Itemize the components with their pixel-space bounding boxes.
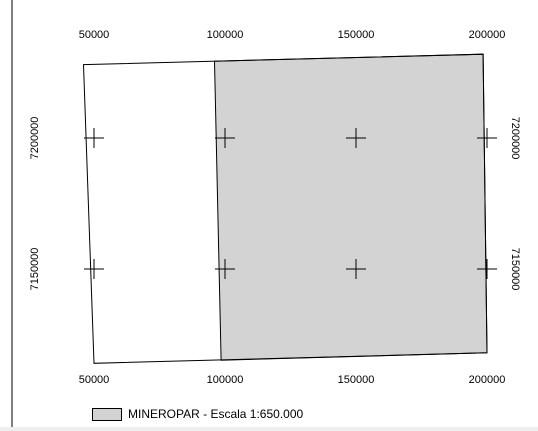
grid-cross <box>84 259 104 279</box>
legend: MINEROPAR - Escala 1:650.000 <box>92 405 303 423</box>
legend-swatch <box>92 407 122 421</box>
bottom-strip <box>0 427 538 431</box>
x-tick-label-bottom: 200000 <box>469 374 506 386</box>
x-tick-label-top: 50000 <box>79 29 110 41</box>
shaded-region <box>213 53 488 361</box>
grid-cross <box>477 259 497 279</box>
grid-cross <box>215 128 235 148</box>
x-tick-label-top: 100000 <box>207 29 244 41</box>
legend-label: MINEROPAR - Escala 1:650.000 <box>128 407 304 421</box>
x-tick-label-top: 150000 <box>338 29 375 41</box>
grid-cross <box>346 128 366 148</box>
y-tick-label-left: 7150000 <box>29 248 41 291</box>
x-tick-label-bottom: 150000 <box>338 374 375 386</box>
y-tick-label-right: 7200000 <box>509 117 521 160</box>
x-tick-label-bottom: 100000 <box>207 374 244 386</box>
y-tick-label-left: 7200000 <box>29 117 41 160</box>
map-area: 50000 50000 100000 100000 150000 150000 200000… <box>29 29 521 386</box>
grid-cross <box>346 259 366 279</box>
grid-cross <box>215 259 235 279</box>
x-tick-label-bottom: 50000 <box>79 374 110 386</box>
map-outline <box>82 53 488 364</box>
y-tick-label-right: 7150000 <box>509 248 521 291</box>
x-tick-label-top: 200000 <box>469 29 506 41</box>
grid-cross <box>477 128 497 148</box>
grid-cross <box>84 128 104 148</box>
